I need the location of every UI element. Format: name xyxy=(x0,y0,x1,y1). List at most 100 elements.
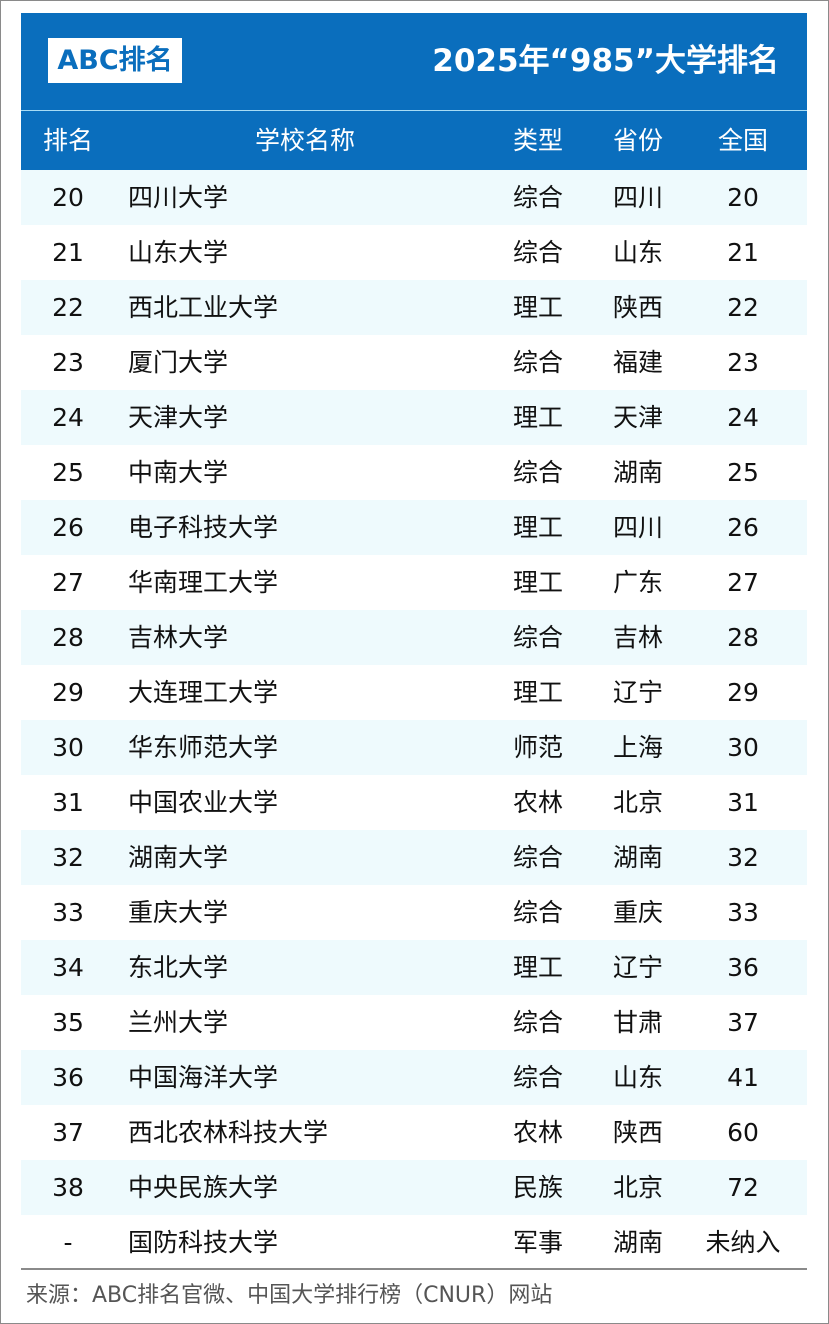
type-cell: 农林 xyxy=(512,1118,563,1147)
name-cell: 中南大学 xyxy=(128,458,229,487)
name-cell: 山东大学 xyxy=(128,238,229,267)
type-cell: 农林 xyxy=(512,788,563,817)
rank-cell: 30 xyxy=(52,733,84,762)
rank-cell: 35 xyxy=(52,1008,84,1037)
table-row: 34 东北大学 理工 辽宁 36 xyxy=(21,940,807,995)
national-rank-cell: 41 xyxy=(727,1063,759,1092)
type-cell: 综合 xyxy=(512,348,563,377)
column-header-type: 类型 xyxy=(512,126,563,155)
national-rank-cell: 29 xyxy=(727,678,759,707)
rank-cell: 21 xyxy=(52,238,84,267)
table-row: - 国防科技大学 军事 湖南 未纳入 xyxy=(21,1215,807,1270)
province-cell: 四川 xyxy=(612,183,663,212)
column-header-province: 省份 xyxy=(612,126,663,155)
table-row: 30 华东师范大学 师范 上海 30 xyxy=(21,720,807,775)
type-cell: 综合 xyxy=(512,458,563,487)
type-cell: 民族 xyxy=(512,1173,563,1202)
type-cell: 理工 xyxy=(512,293,563,322)
name-cell: 华南理工大学 xyxy=(128,568,279,597)
name-cell: 东北大学 xyxy=(128,953,229,982)
rank-cell: 26 xyxy=(52,513,84,542)
table-row: 29 大连理工大学 理工 辽宁 29 xyxy=(21,665,807,720)
name-cell: 中央民族大学 xyxy=(128,1173,279,1202)
name-cell: 国防科技大学 xyxy=(128,1228,279,1257)
table-row: 20 四川大学 综合 四川 20 xyxy=(21,170,807,225)
type-cell: 理工 xyxy=(512,568,563,597)
province-cell: 山东 xyxy=(612,238,663,267)
type-cell: 综合 xyxy=(512,238,563,267)
rank-cell: 22 xyxy=(52,293,84,322)
province-cell: 吉林 xyxy=(612,623,663,652)
national-rank-cell: 60 xyxy=(727,1118,759,1147)
name-cell: 厦门大学 xyxy=(128,348,229,377)
national-rank-cell: 72 xyxy=(727,1173,759,1202)
table-row: 28 吉林大学 综合 吉林 28 xyxy=(21,610,807,665)
rank-cell: 23 xyxy=(52,348,84,377)
name-cell: 吉林大学 xyxy=(128,623,229,652)
rank-cell: 38 xyxy=(52,1173,84,1202)
divider xyxy=(21,110,807,111)
rank-cell: 32 xyxy=(52,843,84,872)
national-rank-cell: 31 xyxy=(727,788,759,817)
national-rank-cell: 25 xyxy=(727,458,759,487)
logo: ABC排名 xyxy=(48,38,182,83)
source-note: 来源：ABC排名官微、中国大学排行榜（CNUR）网站 xyxy=(26,1283,553,1308)
table-row: 21 山东大学 综合 山东 21 xyxy=(21,225,807,280)
province-cell: 福建 xyxy=(612,348,663,377)
rank-cell: 20 xyxy=(52,183,84,212)
type-cell: 综合 xyxy=(512,898,563,927)
table-row: 38 中央民族大学 民族 北京 72 xyxy=(21,1160,807,1215)
province-cell: 天津 xyxy=(612,403,663,432)
name-cell: 天津大学 xyxy=(128,403,229,432)
province-cell: 陕西 xyxy=(612,293,663,322)
national-rank-cell: 21 xyxy=(727,238,759,267)
table-row: 37 西北农林科技大学 农林 陕西 60 xyxy=(21,1105,807,1160)
province-cell: 湖南 xyxy=(612,1228,663,1257)
table-row: 32 湖南大学 综合 湖南 32 xyxy=(21,830,807,885)
province-cell: 重庆 xyxy=(612,898,663,927)
national-rank-cell: 20 xyxy=(727,183,759,212)
table-row: 36 中国海洋大学 综合 山东 41 xyxy=(21,1050,807,1105)
type-cell: 综合 xyxy=(512,623,563,652)
page-title: 2025年“985”大学排名 xyxy=(432,43,779,79)
rank-cell: 27 xyxy=(52,568,84,597)
national-rank-cell: 33 xyxy=(727,898,759,927)
province-cell: 辽宁 xyxy=(612,953,663,982)
table-row: 26 电子科技大学 理工 四川 26 xyxy=(21,500,807,555)
column-header-name: 学校名称 xyxy=(254,126,355,155)
rank-cell: 25 xyxy=(52,458,84,487)
divider xyxy=(21,1268,807,1270)
type-cell: 理工 xyxy=(512,678,563,707)
type-cell: 师范 xyxy=(512,733,563,762)
rank-cell: 36 xyxy=(52,1063,84,1092)
national-rank-cell: 36 xyxy=(727,953,759,982)
national-rank-cell: 22 xyxy=(727,293,759,322)
province-cell: 山东 xyxy=(612,1063,663,1092)
national-rank-cell: 37 xyxy=(727,1008,759,1037)
name-cell: 西北工业大学 xyxy=(128,293,279,322)
province-cell: 湖南 xyxy=(612,843,663,872)
table-row: 33 重庆大学 综合 重庆 33 xyxy=(21,885,807,940)
name-cell: 电子科技大学 xyxy=(128,513,279,542)
province-cell: 辽宁 xyxy=(612,678,663,707)
title-banner: ABC排名 2025年“985”大学排名 xyxy=(21,13,807,110)
national-rank-cell: 32 xyxy=(727,843,759,872)
national-rank-cell: 26 xyxy=(727,513,759,542)
name-cell: 中国农业大学 xyxy=(128,788,279,817)
name-cell: 中国海洋大学 xyxy=(128,1063,279,1092)
type-cell: 军事 xyxy=(512,1228,563,1257)
national-rank-cell: 30 xyxy=(727,733,759,762)
table-row: 27 华南理工大学 理工 广东 27 xyxy=(21,555,807,610)
table-row: 35 兰州大学 综合 甘肃 37 xyxy=(21,995,807,1050)
national-rank-cell: 27 xyxy=(727,568,759,597)
type-cell: 综合 xyxy=(512,843,563,872)
province-cell: 甘肃 xyxy=(612,1008,663,1037)
rank-cell: 31 xyxy=(52,788,84,817)
province-cell: 湖南 xyxy=(612,458,663,487)
name-cell: 西北农林科技大学 xyxy=(128,1118,329,1147)
table-row: 23 厦门大学 综合 福建 23 xyxy=(21,335,807,390)
name-cell: 兰州大学 xyxy=(128,1008,229,1037)
national-rank-cell: 24 xyxy=(727,403,759,432)
type-cell: 理工 xyxy=(512,403,563,432)
province-cell: 广东 xyxy=(612,568,663,597)
